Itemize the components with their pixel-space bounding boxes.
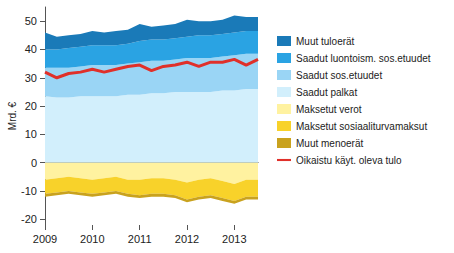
svg-text:Maksetut verot: Maksetut verot [296, 104, 362, 115]
svg-text:Oikaistu käyt. oleva tulo: Oikaistu käyt. oleva tulo [296, 155, 402, 166]
svg-text:-10: -10 [21, 185, 37, 197]
svg-text:Muut menoerät: Muut menoerät [296, 138, 363, 149]
svg-text:2013: 2013 [222, 233, 246, 245]
svg-text:50: 50 [25, 15, 37, 27]
svg-text:2010: 2010 [80, 233, 104, 245]
svg-text:2012: 2012 [175, 233, 199, 245]
svg-text:Maksetut sosiaaliturvamaksut: Maksetut sosiaaliturvamaksut [296, 121, 427, 132]
svg-text:Mrd. €: Mrd. € [7, 101, 18, 130]
svg-text:10: 10 [25, 128, 37, 140]
svg-text:Saadut palkat: Saadut palkat [296, 87, 357, 98]
svg-text:20: 20 [25, 100, 37, 112]
svg-text:2009: 2009 [33, 233, 57, 245]
svg-text:0: 0 [31, 157, 37, 169]
svg-text:40: 40 [25, 43, 37, 55]
svg-text:Saadut luontoism. sos.etuudet: Saadut luontoism. sos.etuudet [296, 53, 431, 64]
svg-text:2011: 2011 [128, 233, 152, 245]
svg-text:30: 30 [25, 72, 37, 84]
svg-text:-20: -20 [21, 213, 37, 225]
svg-text:Muut tuloerät: Muut tuloerät [296, 36, 355, 47]
svg-text:Saadut sos.etuudet: Saadut sos.etuudet [296, 70, 382, 81]
